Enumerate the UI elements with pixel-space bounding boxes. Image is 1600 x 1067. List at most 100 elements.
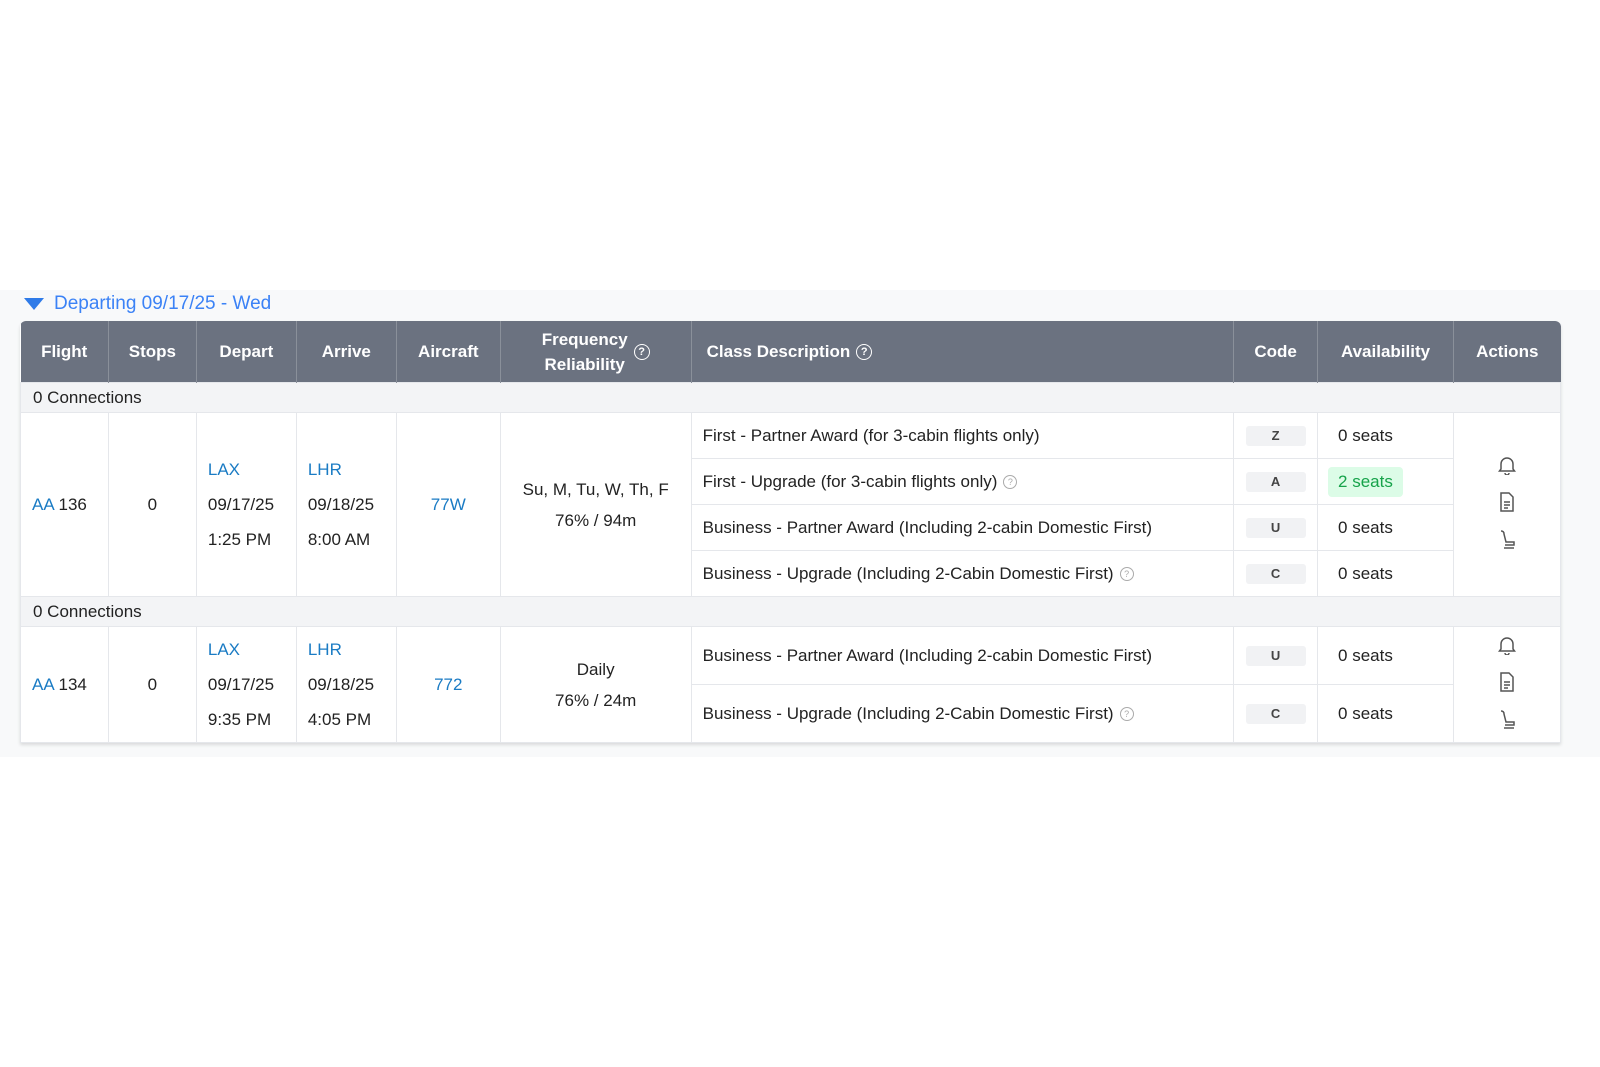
stops-cell: 0	[107, 412, 197, 597]
arrive-cell: LHR 09/18/25 4:05 PM	[295, 626, 397, 743]
header-label: Code	[1254, 341, 1297, 361]
frequency: Daily	[576, 659, 615, 679]
availability-cell: 0 seats	[1317, 412, 1454, 459]
column-header-actions: Actions	[1452, 321, 1561, 383]
depart-cell: LAX 09/17/25 1:25 PM	[195, 412, 297, 597]
availability-badge: 0 seats	[1338, 703, 1393, 723]
stops-cell: 0	[107, 626, 197, 743]
depart-cell: LAX 09/17/25 9:35 PM	[195, 626, 297, 743]
document-icon[interactable]	[1499, 492, 1515, 517]
arrive-airport-link[interactable]: LHR	[307, 640, 342, 659]
arrive-cell: LHR 09/18/25 8:00 AM	[295, 412, 397, 597]
arrive-date: 09/18/25	[307, 675, 375, 694]
column-header-aircraft: Aircraft	[395, 321, 501, 383]
help-icon[interactable]: ?	[856, 344, 873, 361]
column-header-arrive: Arrive	[295, 321, 397, 383]
arrive-date: 09/18/25	[307, 495, 375, 514]
reliability: 76% / 94m	[555, 510, 637, 530]
header-label: Arrive	[321, 341, 371, 361]
flight-cell: AA 136	[20, 412, 109, 597]
header-label: Aircraft	[418, 341, 479, 361]
class-row: Business - Partner Award (Including 2-ca…	[21, 504, 1561, 551]
class-description-cell: Business - Partner Award (Including 2-ca…	[690, 504, 1235, 551]
class-row: AA 136 0 LAX 09/17/25 1:25 PM LHR 09/18/25 8:00…	[20, 412, 1561, 597]
flight-cell: AA 134	[20, 626, 109, 743]
carrier-link[interactable]: AA	[32, 494, 54, 514]
fare-code-badge: Z	[1245, 426, 1306, 446]
arrive-airport-link[interactable]: LHR	[307, 460, 342, 479]
seat-icon[interactable]	[1498, 709, 1516, 734]
help-icon[interactable]: ?	[1119, 567, 1134, 582]
aircraft-cell: 772	[395, 626, 501, 743]
column-header-availability: Availability	[1317, 321, 1454, 383]
code-cell: Z	[1233, 412, 1319, 459]
availability-badge: 0 seats	[1338, 517, 1393, 537]
bell-icon[interactable]	[1497, 635, 1516, 660]
header-label: Depart	[219, 341, 274, 361]
help-icon[interactable]: ?	[633, 343, 650, 360]
header-label: Class Description	[706, 341, 851, 361]
departing-section-toggle[interactable]: Departing 09/17/25 - Wed	[24, 293, 271, 315]
availability-cell: 0 seats	[1317, 626, 1454, 685]
depart-airport-link[interactable]: LAX	[207, 640, 241, 659]
document-icon[interactable]	[1499, 672, 1515, 697]
connections-row: 0 Connections	[20, 596, 1561, 627]
fare-code-badge: U	[1245, 646, 1306, 666]
frequency-cell: Su, M, Tu, W, Th, F 76% / 94m	[499, 412, 692, 597]
aircraft-link[interactable]: 77W	[430, 494, 466, 514]
code-cell: U	[1233, 626, 1319, 685]
class-description: Business - Partner Award (Including 2-ca…	[702, 645, 1153, 665]
availability-cell: 0 seats	[1317, 550, 1454, 597]
availability-cell: 0 seats	[1317, 504, 1454, 551]
class-description: Business - Upgrade (Including 2-Cabin Do…	[702, 703, 1114, 723]
class-row: First - Upgrade (for 3-cabin flights onl…	[21, 458, 1561, 505]
class-description: Business - Partner Award (Including 2-ca…	[702, 517, 1153, 537]
actions-cell	[1452, 412, 1561, 597]
help-icon[interactable]: ?	[1119, 707, 1134, 722]
fare-code-badge: A	[1245, 472, 1306, 492]
depart-airport-link[interactable]: LAX	[207, 460, 241, 479]
reliability: 76% / 24m	[555, 690, 637, 710]
header-label: Flight	[41, 341, 88, 361]
code-cell: A	[1233, 458, 1319, 505]
class-description: First - Partner Award (for 3-cabin fligh…	[702, 425, 1040, 445]
class-description-cell: First - Partner Award (for 3-cabin fligh…	[690, 412, 1235, 459]
flights-table: Flight Stops Depart Arrive Aircraft Frequency…	[20, 321, 1561, 743]
availability-badge: 0 seats	[1338, 425, 1393, 445]
class-description-cell: Business - Upgrade (Including 2-Cabin Do…	[690, 550, 1235, 597]
column-header-stops: Stops	[107, 321, 197, 383]
help-icon[interactable]: ?	[1003, 475, 1018, 490]
column-header-flight: Flight	[20, 321, 109, 383]
header-label: Actions	[1476, 341, 1539, 361]
aircraft-link[interactable]: 772	[434, 674, 463, 694]
connections-label: 0 Connections	[20, 382, 1561, 413]
seat-icon[interactable]	[1498, 529, 1516, 554]
class-description-cell: Business - Partner Award (Including 2-ca…	[690, 626, 1235, 685]
code-cell: C	[1233, 550, 1319, 597]
class-description: First - Upgrade (for 3-cabin flights onl…	[702, 471, 998, 491]
class-description-cell: Business - Upgrade (Including 2-Cabin Do…	[690, 684, 1235, 743]
carrier-link[interactable]: AA	[32, 674, 54, 694]
column-header-depart: Depart	[195, 321, 297, 383]
availability-badge: 0 seats	[1338, 645, 1393, 665]
class-description-cell: First - Upgrade (for 3-cabin flights onl…	[690, 458, 1235, 505]
aircraft-cell: 77W	[395, 412, 501, 597]
connections-label: 0 Connections	[20, 596, 1561, 627]
header-label: Frequency Reliability	[541, 329, 628, 374]
depart-date: 09/17/25	[207, 495, 275, 514]
fare-code-badge: U	[1245, 518, 1306, 538]
header-label: Stops	[128, 341, 177, 361]
flight-number: 136	[58, 494, 87, 514]
bell-icon[interactable]	[1497, 455, 1516, 480]
code-cell: U	[1233, 504, 1319, 551]
arrive-time: 4:05 PM	[307, 710, 372, 729]
class-row: Business - Upgrade (Including 2-Cabin Do…	[21, 684, 1561, 743]
class-description: Business - Upgrade (Including 2-Cabin Do…	[702, 563, 1114, 583]
depart-time: 9:35 PM	[207, 710, 272, 729]
connections-row: 0 Connections	[20, 382, 1561, 413]
column-header-class-description: Class Description?	[690, 321, 1234, 383]
class-row: Business - Upgrade (Including 2-Cabin Do…	[21, 550, 1561, 597]
availability-badge: 2 seats	[1328, 466, 1403, 497]
column-header-frequency-reliability: Frequency Reliability?	[499, 321, 692, 383]
actions-cell	[1452, 626, 1561, 743]
